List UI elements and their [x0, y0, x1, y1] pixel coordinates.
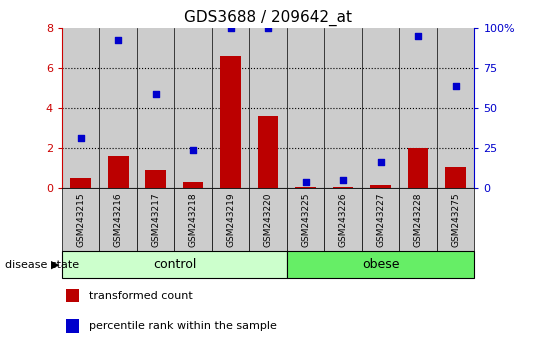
Bar [258, 116, 279, 188]
Bar [287, 188, 324, 251]
Bar [399, 28, 437, 188]
Title: GDS3688 / 209642_at: GDS3688 / 209642_at [184, 9, 352, 25]
Text: GSM243217: GSM243217 [151, 192, 160, 247]
Bar [437, 188, 474, 251]
Bar [71, 178, 91, 188]
Point [376, 159, 385, 165]
Bar [333, 187, 354, 188]
Bar [324, 28, 362, 188]
Point [114, 38, 122, 43]
Point [301, 179, 310, 184]
Bar [212, 188, 250, 251]
Text: ▶: ▶ [51, 259, 59, 270]
Text: GSM243275: GSM243275 [451, 192, 460, 247]
Bar [370, 185, 391, 188]
Bar [362, 28, 399, 188]
Bar [66, 319, 79, 333]
Text: percentile rank within the sample: percentile rank within the sample [89, 321, 277, 331]
Bar [324, 188, 362, 251]
Point [226, 25, 235, 31]
Bar [408, 148, 429, 188]
Text: GSM243218: GSM243218 [189, 192, 198, 247]
Point [151, 91, 160, 97]
Point [414, 34, 423, 39]
Text: GSM243225: GSM243225 [301, 192, 310, 247]
Bar [362, 188, 399, 251]
Bar [437, 28, 474, 188]
Point [339, 177, 348, 183]
Point [264, 25, 273, 31]
Text: obese: obese [362, 258, 399, 271]
Bar [137, 28, 175, 188]
Bar [287, 28, 324, 188]
Text: control: control [153, 258, 196, 271]
Bar [250, 28, 287, 188]
Text: GSM243226: GSM243226 [338, 192, 348, 247]
Bar [62, 188, 100, 251]
Bar [287, 251, 474, 278]
Text: GSM243228: GSM243228 [413, 192, 423, 247]
Text: transformed count: transformed count [89, 291, 192, 301]
Bar [183, 182, 204, 188]
Bar [62, 28, 100, 188]
Bar [100, 188, 137, 251]
Bar [445, 167, 466, 188]
Bar [250, 188, 287, 251]
Bar [295, 187, 316, 188]
Point [77, 135, 85, 141]
Text: GSM243216: GSM243216 [114, 192, 123, 247]
Bar [66, 289, 79, 302]
Point [451, 83, 460, 89]
Text: GSM243215: GSM243215 [76, 192, 85, 247]
Bar [175, 188, 212, 251]
Bar [146, 170, 166, 188]
Bar [212, 28, 250, 188]
Text: GSM243220: GSM243220 [264, 192, 273, 247]
Bar [100, 28, 137, 188]
Bar [137, 188, 175, 251]
Bar [175, 28, 212, 188]
Bar [62, 251, 287, 278]
Bar [108, 156, 128, 188]
Text: GSM243219: GSM243219 [226, 192, 235, 247]
Text: disease state: disease state [5, 259, 80, 270]
Point [189, 147, 197, 153]
Bar [220, 56, 241, 188]
Text: GSM243227: GSM243227 [376, 192, 385, 247]
Bar [399, 188, 437, 251]
